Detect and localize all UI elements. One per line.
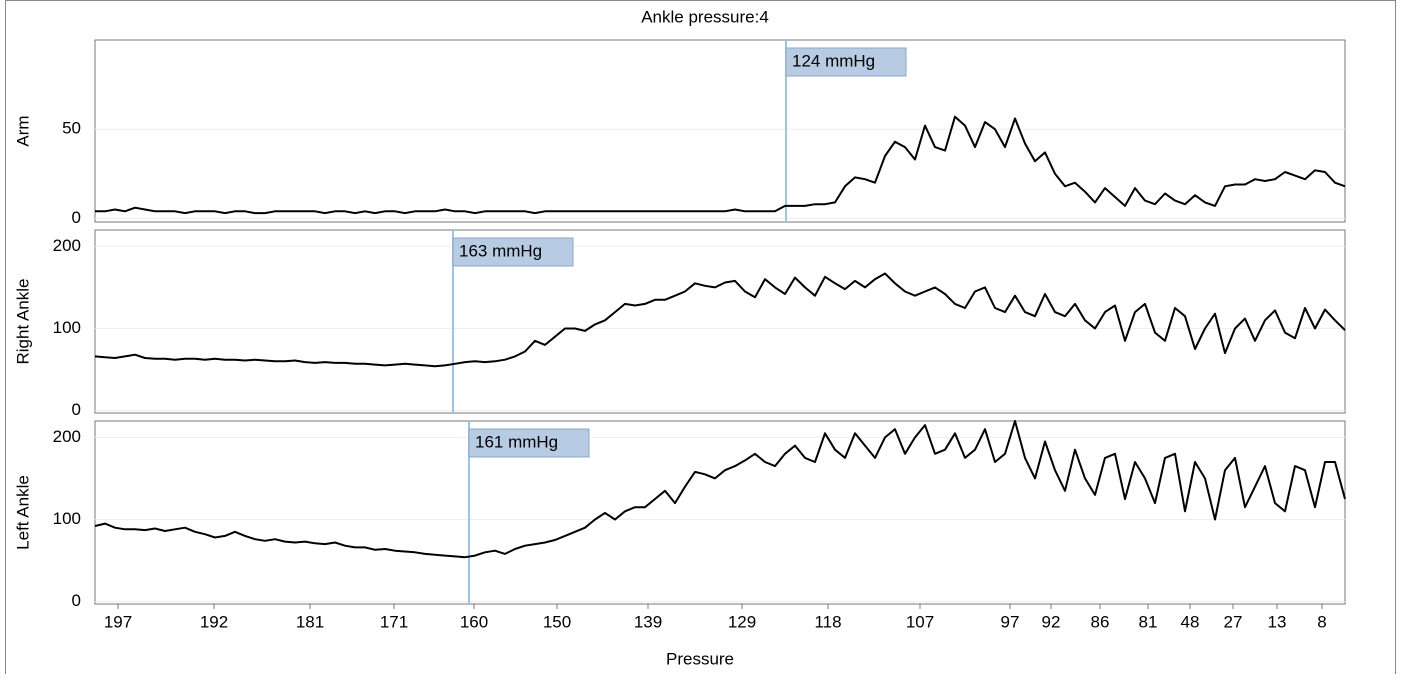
y-axis-label: Left Ankle — [13, 475, 32, 550]
x-tick-label: 118 — [814, 612, 841, 631]
y-axis-label: Arm — [13, 115, 32, 146]
x-tick-label: 81 — [1139, 612, 1158, 631]
x-tick-label: 171 — [380, 612, 408, 631]
y-tick-label: 200 — [53, 236, 81, 255]
x-tick-label: 192 — [200, 612, 228, 631]
y-tick-label: 100 — [53, 318, 81, 337]
x-tick-label: 197 — [104, 612, 132, 631]
x-tick-label: 160 — [460, 612, 488, 631]
y-tick-label: 50 — [62, 119, 81, 138]
y-tick-label: 0 — [72, 208, 81, 227]
x-tick-label: 181 — [296, 612, 324, 631]
data-line — [95, 115, 1346, 215]
x-tick-label: 97 — [1001, 612, 1020, 631]
data-line — [94, 420, 1346, 559]
marker-label: 163 mmHg — [459, 241, 542, 260]
marker-label-box — [452, 237, 574, 267]
x-tick-label: 27 — [1224, 612, 1243, 631]
marker-label-box — [785, 47, 907, 77]
y-tick-label: 0 — [72, 591, 81, 610]
x-tick-label: 8 — [1317, 612, 1326, 631]
x-axis-label: Pressure — [666, 649, 734, 668]
x-tick-label: 107 — [906, 612, 934, 631]
frame — [5, 0, 1396, 679]
x-tick-label: 139 — [634, 612, 662, 631]
x-tick-label: 13 — [1268, 612, 1287, 631]
panel-frame — [94, 39, 1346, 223]
y-axis-label: Right Ankle — [13, 279, 32, 365]
y-tick-label: 200 — [53, 427, 81, 446]
y-tick-label: 0 — [72, 400, 81, 419]
marker-label: 124 mmHg — [792, 51, 875, 70]
chart-title: Ankle pressure:4 — [641, 7, 769, 26]
marker-label-box — [468, 428, 590, 458]
y-tick-label: 100 — [53, 509, 81, 528]
x-tick-label: 92 — [1042, 612, 1061, 631]
panel-frame — [94, 229, 1346, 414]
x-tick-label: 129 — [728, 612, 756, 631]
marker-label: 161 mmHg — [475, 432, 558, 451]
x-tick-label: 86 — [1091, 612, 1110, 631]
data-line — [94, 272, 1346, 368]
panel-frame — [94, 420, 1346, 605]
x-tick-label: 150 — [543, 612, 571, 631]
x-tick-label: 48 — [1181, 612, 1200, 631]
